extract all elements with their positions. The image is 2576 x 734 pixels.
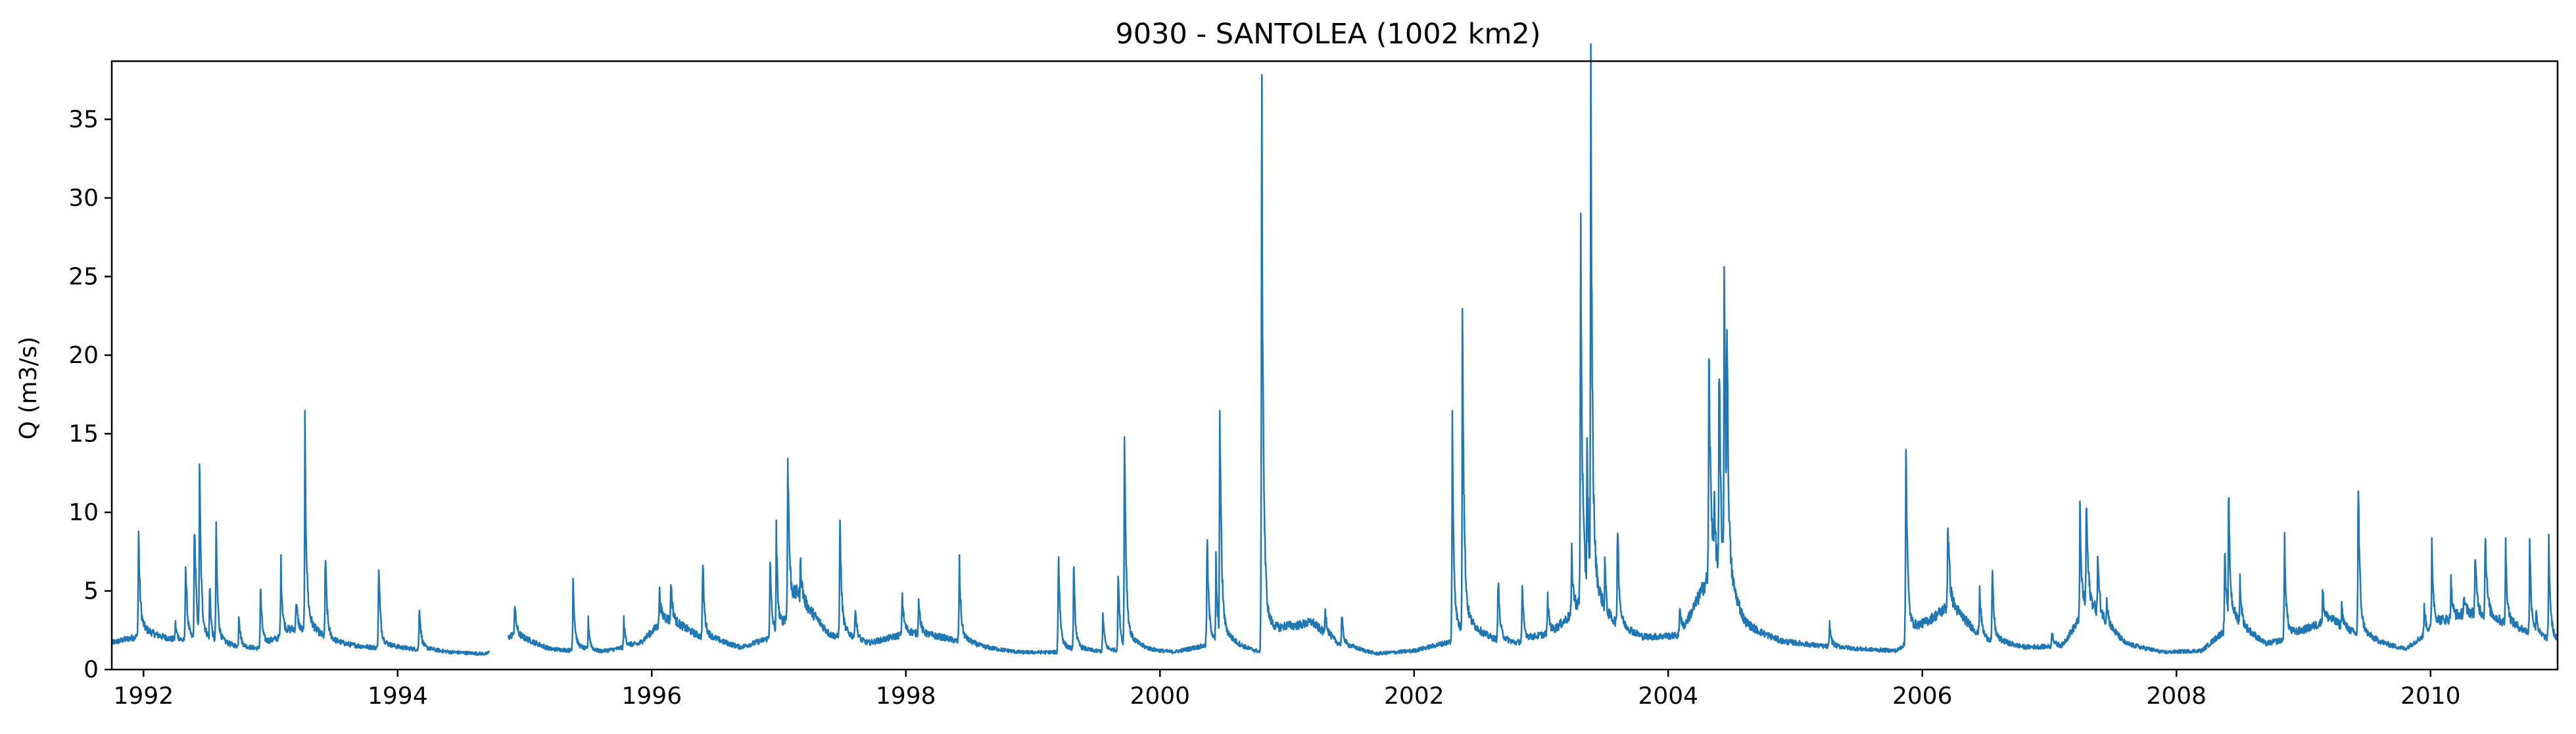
y-axis: 0 5 10 15 20 25 30 35 [68,106,112,683]
y-tick-label: 35 [68,106,99,133]
chart-title: 9030 - SANTOLEA (1002 km2) [1115,18,1540,51]
x-tick-label: 2000 [1130,683,1190,710]
x-tick-label: 1994 [368,683,428,710]
y-tick-label: 0 [83,656,99,683]
plot-frame [110,60,2559,671]
x-tick-label: 2004 [1638,683,1698,710]
x-tick-label: 2010 [2400,683,2461,710]
x-tick-label: 2006 [1892,683,1953,710]
y-axis-label: Q (m3/s) [15,337,42,440]
series-line-discharge [110,43,2558,656]
x-axis: 1992 1994 1996 1998 2000 2002 2004 2006 2008 2010 [113,670,2461,710]
x-tick-label: 2008 [2146,683,2206,710]
x-tick-label: 1996 [621,683,682,710]
y-tick-label: 10 [68,499,99,526]
y-tick-label: 20 [68,342,99,369]
y-tick-label: 30 [68,185,99,212]
y-tick-label: 5 [83,577,99,604]
y-tick-label: 15 [68,420,99,447]
x-tick-label: 1992 [113,683,174,710]
x-tick-label: 1998 [876,683,936,710]
y-tick-label: 25 [68,263,99,290]
x-tick-label: 2002 [1384,683,1444,710]
plot-area [110,43,2558,656]
